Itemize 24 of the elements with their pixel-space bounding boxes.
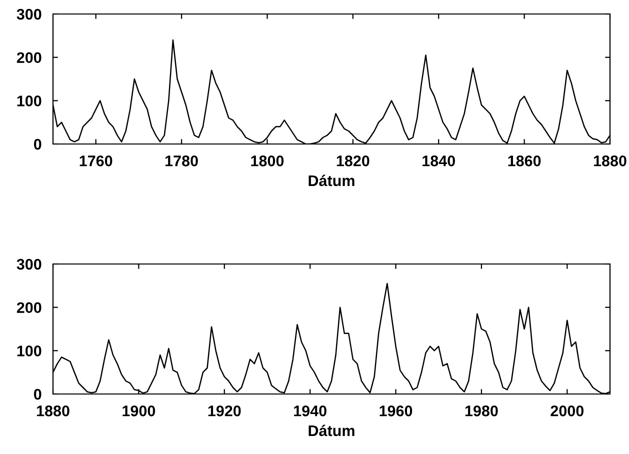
y-tick-label: 200: [16, 302, 42, 314]
x-tick-label: 1880: [594, 156, 626, 166]
x-tick-label: 1800: [251, 156, 284, 166]
y-tick-label: 0: [34, 388, 42, 400]
x-tick-label: 1960: [380, 406, 412, 416]
y-tick-label: 300: [16, 258, 42, 270]
x-tick-label: 1900: [122, 406, 156, 416]
x-tick-label: 1840: [422, 156, 455, 166]
x-axis-title: Dátum: [308, 424, 354, 436]
x-tick-label: 1860: [508, 156, 541, 166]
x-tick-label: 1820: [336, 156, 370, 166]
x-axis-title: Dátum: [308, 174, 354, 186]
x-tick-label: 1920: [208, 406, 241, 416]
y-tick-label: 100: [17, 346, 42, 356]
y-tick-label: 200: [16, 52, 42, 64]
y-tick-label: 100: [17, 96, 42, 106]
x-tick-label: 1940: [294, 406, 326, 416]
x-tick-label: 1880: [36, 406, 70, 416]
x-tick-label: 1780: [166, 156, 198, 166]
x-tick-label: 1980: [465, 406, 498, 416]
y-tick-label: 0: [34, 138, 42, 150]
x-tick-label: 2000: [550, 406, 584, 416]
x-tick-label: 1760: [80, 156, 112, 166]
y-tick-label: 300: [16, 8, 42, 20]
